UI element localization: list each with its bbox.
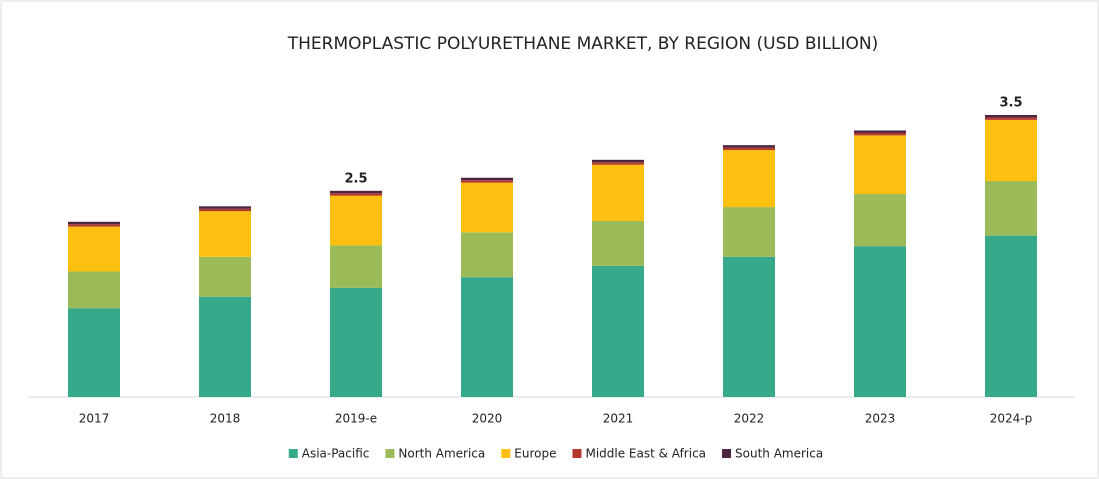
- bar-segment: [723, 145, 775, 148]
- legend-label: Middle East & Africa: [585, 447, 706, 461]
- bar-segment: [199, 208, 251, 212]
- bar-segment: [461, 182, 513, 233]
- bar-segment: [330, 195, 382, 246]
- legend-label: North America: [398, 447, 485, 461]
- bar-segment: [854, 130, 906, 133]
- bar-segment: [592, 162, 644, 165]
- bar-segment: [854, 135, 906, 195]
- bar-segment: [330, 287, 382, 397]
- bar-segment: [199, 211, 251, 257]
- bar-segment: [592, 159, 644, 163]
- bar-segment: [461, 177, 513, 181]
- bar-segment: [461, 180, 513, 183]
- bar-segment: [461, 277, 513, 397]
- x-tick-label: 2019-e: [335, 412, 377, 426]
- bar-segment: [592, 164, 644, 221]
- legend-swatch: [572, 449, 582, 458]
- chart-title: THERMOPLASTIC POLYURETHANE MARKET, BY RE…: [287, 34, 879, 54]
- total-label: 2.5: [344, 171, 367, 186]
- bar-segment: [68, 224, 120, 227]
- bar-segment: [330, 245, 382, 288]
- bar-segment: [854, 246, 906, 397]
- bar-segment: [854, 132, 906, 136]
- x-tick-label: 2017: [79, 412, 110, 426]
- total-label: 3.5: [999, 96, 1022, 111]
- x-tick-label: 2018: [210, 412, 241, 426]
- bar-segment: [723, 207, 775, 257]
- bar-segment: [723, 256, 775, 397]
- bar-segment: [461, 232, 513, 278]
- bar-segment: [854, 194, 906, 247]
- bar-segment: [592, 220, 644, 266]
- x-tick-label: 2023: [865, 412, 896, 426]
- bar-segment: [199, 206, 251, 209]
- bar-segment: [330, 193, 382, 196]
- legend-swatch: [385, 449, 395, 458]
- bar-segment: [985, 119, 1037, 182]
- bar-segment: [68, 221, 120, 225]
- bar-segment: [330, 190, 382, 194]
- bar-segment: [199, 256, 251, 297]
- bar-segment: [68, 271, 120, 309]
- bar-segment: [985, 117, 1037, 120]
- legend-label: Europe: [514, 447, 556, 461]
- bar-segment: [723, 147, 775, 151]
- legend-swatch: [501, 449, 511, 458]
- x-tick-label: 2020: [472, 412, 503, 426]
- x-tick-label: 2021: [603, 412, 634, 426]
- bar-segment: [68, 226, 120, 272]
- bar-segment: [592, 265, 644, 397]
- bar-segment: [199, 296, 251, 397]
- legend-label: Asia-Pacific: [302, 447, 370, 461]
- bar-segment: [985, 115, 1037, 118]
- bar-segment: [985, 235, 1037, 397]
- bar-segment: [68, 308, 120, 397]
- x-tick-label: 2024-p: [990, 412, 1033, 426]
- x-tick-label: 2022: [734, 412, 765, 426]
- legend-swatch: [722, 449, 732, 458]
- bar-segment: [723, 150, 775, 208]
- legend-label: South America: [735, 447, 823, 461]
- bar-segment: [985, 181, 1037, 236]
- legend-swatch: [288, 449, 298, 458]
